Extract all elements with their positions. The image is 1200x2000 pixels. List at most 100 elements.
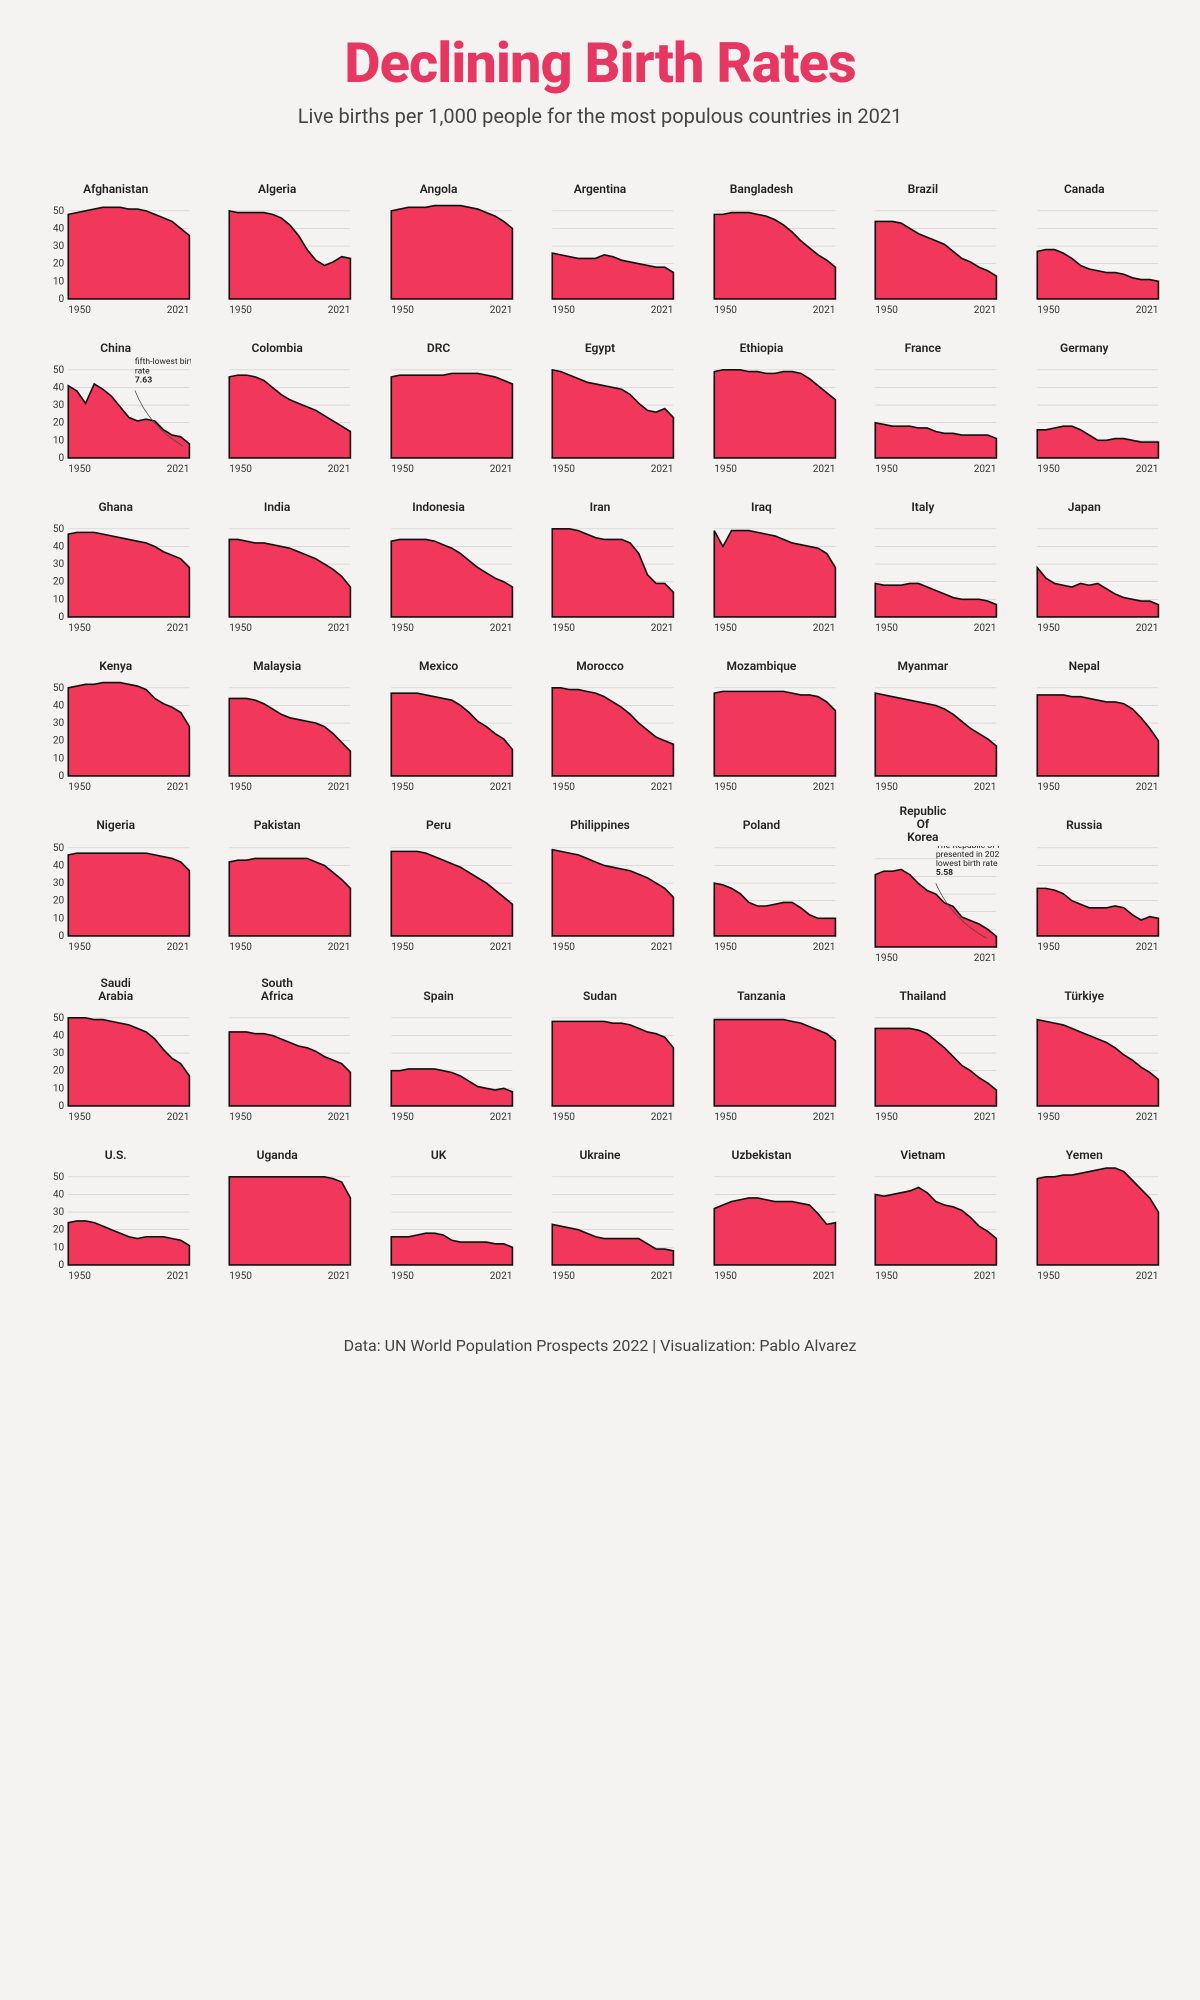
- svg-text:30: 30: [53, 1208, 65, 1219]
- svg-text:1950: 1950: [391, 623, 414, 634]
- chart-cell: Angola19502021: [363, 168, 514, 319]
- chart-cell-title: Nepal: [1009, 645, 1160, 673]
- chart-cell: Italy19502021: [847, 486, 998, 637]
- svg-text:2021: 2021: [812, 305, 835, 316]
- chart-cell: Pakistan19502021: [201, 805, 352, 968]
- chart-cell-title: India: [201, 486, 352, 514]
- svg-text:2021: 2021: [328, 782, 351, 793]
- svg-text:0: 0: [59, 931, 65, 942]
- svg-text:1950: 1950: [391, 305, 414, 316]
- svg-text:2021: 2021: [812, 623, 835, 634]
- chart-cell-title: UK: [363, 1134, 514, 1162]
- svg-text:2021: 2021: [167, 782, 190, 793]
- svg-text:1950: 1950: [714, 1112, 737, 1123]
- svg-text:1950: 1950: [714, 1271, 737, 1282]
- area-chart: 0102030405019502021: [40, 516, 191, 637]
- svg-text:1950: 1950: [68, 1112, 91, 1123]
- area-chart: 19502021: [524, 198, 675, 319]
- svg-text:2021: 2021: [328, 1112, 351, 1123]
- chart-cell: Spain19502021: [363, 975, 514, 1126]
- page-subtitle: Live births per 1,000 people for the mos…: [40, 104, 1160, 128]
- svg-text:20: 20: [53, 736, 65, 747]
- chart-cell-title: Mozambique: [686, 645, 837, 673]
- svg-text:1950: 1950: [1037, 942, 1060, 953]
- chart-grid: Afghanistan0102030405019502021Algeria195…: [40, 168, 1160, 1286]
- svg-text:2021: 2021: [1135, 942, 1158, 953]
- svg-text:2021: 2021: [167, 1271, 190, 1282]
- chart-cell: Philippines19502021: [524, 805, 675, 968]
- svg-text:50: 50: [53, 683, 65, 694]
- svg-text:1950: 1950: [230, 464, 253, 475]
- svg-text:2021: 2021: [974, 305, 997, 316]
- svg-text:10: 10: [53, 913, 65, 924]
- chart-cell-title: Uganda: [201, 1134, 352, 1162]
- svg-text:2021: 2021: [328, 1271, 351, 1282]
- svg-text:1950: 1950: [714, 783, 737, 794]
- area-chart: 19502021: [363, 198, 514, 319]
- area-chart: 19502021: [847, 516, 998, 637]
- chart-cell-title: U.S.: [40, 1134, 191, 1162]
- area-chart: 0102030405019502021: [40, 835, 191, 956]
- chart-cell: Colombia19502021: [201, 327, 352, 478]
- area-chart: 19502021: [847, 357, 998, 478]
- chart-cell: Canada19502021: [1009, 168, 1160, 319]
- svg-text:2021: 2021: [651, 782, 674, 793]
- chart-cell-title: Tanzania: [686, 975, 837, 1003]
- chart-cell: Egypt19502021: [524, 327, 675, 478]
- chart-cell: Nigeria0102030405019502021: [40, 805, 191, 968]
- svg-text:0: 0: [59, 771, 65, 782]
- chart-cell: France19502021: [847, 327, 998, 478]
- svg-text:50: 50: [53, 365, 65, 376]
- chart-cell: Sudan19502021: [524, 975, 675, 1126]
- svg-text:1950: 1950: [553, 1112, 576, 1123]
- svg-text:2021: 2021: [490, 623, 513, 634]
- area-chart: 0102030405019502021China had thefifth-lo…: [40, 357, 191, 478]
- chart-cell-title: Uzbekistan: [686, 1134, 837, 1162]
- chart-cell-title: Philippines: [524, 805, 675, 833]
- chart-cell-title: Afghanistan: [40, 168, 191, 196]
- chart-cell-title: Malaysia: [201, 645, 352, 673]
- svg-text:1950: 1950: [230, 782, 253, 793]
- svg-text:2021: 2021: [1135, 623, 1158, 634]
- chart-cell-title: Vietnam: [847, 1134, 998, 1162]
- svg-text:1950: 1950: [391, 1271, 414, 1282]
- area-chart: 0102030405019502021: [40, 1005, 191, 1126]
- chart-cell-title: Myanmar: [847, 645, 998, 673]
- area-chart: 19502021: [1009, 675, 1160, 796]
- svg-text:1950: 1950: [875, 1112, 898, 1123]
- chart-cell-title: France: [847, 327, 998, 355]
- chart-cell: Ghana0102030405019502021: [40, 486, 191, 637]
- chart-cell-title: Argentina: [524, 168, 675, 196]
- svg-text:30: 30: [53, 400, 65, 411]
- chart-cell-title: Kenya: [40, 645, 191, 673]
- chart-cell-title: SaudiArabia: [40, 975, 191, 1003]
- svg-text:1950: 1950: [68, 782, 91, 793]
- svg-text:40: 40: [53, 701, 65, 712]
- area-chart: 19502021: [363, 835, 514, 956]
- area-chart: 0102030405019502021: [40, 198, 191, 319]
- svg-text:40: 40: [53, 223, 65, 234]
- svg-text:1950: 1950: [230, 942, 253, 953]
- svg-text:1950: 1950: [553, 305, 576, 316]
- svg-text:1950: 1950: [875, 782, 898, 793]
- svg-text:2021: 2021: [328, 942, 351, 953]
- area-chart: 19502021: [847, 1005, 998, 1126]
- svg-text:2021: 2021: [1135, 1112, 1158, 1123]
- chart-cell: Morocco19502021: [524, 645, 675, 796]
- svg-text:1950: 1950: [230, 305, 253, 316]
- chart-cell-title: Thailand: [847, 975, 998, 1003]
- chart-cell: Peru19502021: [363, 805, 514, 968]
- chart-cell-title: Nigeria: [40, 805, 191, 833]
- chart-cell-title: Yemen: [1009, 1134, 1160, 1162]
- chart-cell-title: Sudan: [524, 975, 675, 1003]
- svg-text:20: 20: [53, 895, 65, 906]
- svg-text:2021: 2021: [651, 464, 674, 475]
- svg-text:1950: 1950: [875, 1271, 898, 1282]
- svg-text:2021: 2021: [1135, 464, 1158, 475]
- chart-cell: China0102030405019502021China had thefif…: [40, 327, 191, 478]
- chart-cell-title: Ghana: [40, 486, 191, 514]
- svg-text:40: 40: [53, 383, 65, 394]
- svg-text:1950: 1950: [68, 623, 91, 634]
- chart-cell-title: Italy: [847, 486, 998, 514]
- svg-text:1950: 1950: [553, 623, 576, 634]
